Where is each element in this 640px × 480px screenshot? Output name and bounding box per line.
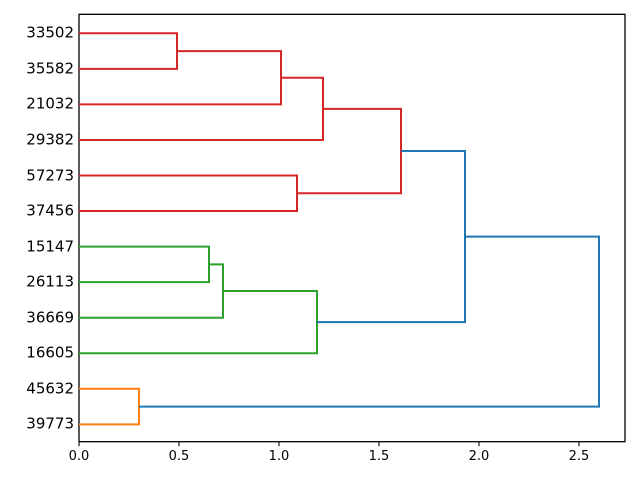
dendrogram-link-G bbox=[79, 263, 224, 319]
x-tick-label: 2.0 bbox=[468, 448, 490, 464]
x-tick-label: 1.5 bbox=[368, 448, 390, 464]
dendrogram-link-I bbox=[79, 387, 140, 426]
dendrogram-link-B bbox=[79, 50, 282, 106]
leaf-label: 26113 bbox=[26, 272, 74, 291]
leaf-label: 35582 bbox=[26, 59, 74, 78]
dendrogram-link-D bbox=[79, 174, 298, 213]
leaf-label: 57273 bbox=[26, 166, 74, 184]
plot-border bbox=[78, 13, 626, 443]
dendrogram-link-F bbox=[79, 245, 210, 284]
x-tick-label: 1.0 bbox=[268, 448, 290, 464]
leaf-label: 29382 bbox=[26, 130, 74, 149]
leaf-label: 33502 bbox=[26, 23, 74, 42]
leaf-label: 45632 bbox=[26, 379, 74, 398]
x-tick-label: 0.0 bbox=[68, 448, 90, 464]
dendrogram-link-J bbox=[317, 150, 466, 324]
leaf-label: 36669 bbox=[26, 308, 74, 327]
leaf-label: 37456 bbox=[26, 201, 74, 220]
leaf-label: 15147 bbox=[26, 237, 74, 256]
leaf-label: 39773 bbox=[26, 414, 74, 433]
dendrogram-link-A bbox=[79, 32, 178, 70]
dendrogram-link-C bbox=[79, 76, 324, 141]
dendrogram-link-K bbox=[139, 235, 600, 408]
dendrogram-link-E bbox=[297, 107, 402, 195]
leaf-label: 21032 bbox=[26, 94, 74, 113]
x-tick-label: 2.5 bbox=[568, 448, 590, 464]
leaf-label: 16605 bbox=[26, 343, 74, 362]
x-tick-label: 0.5 bbox=[168, 448, 190, 464]
dendrogram-link-H bbox=[79, 290, 318, 355]
